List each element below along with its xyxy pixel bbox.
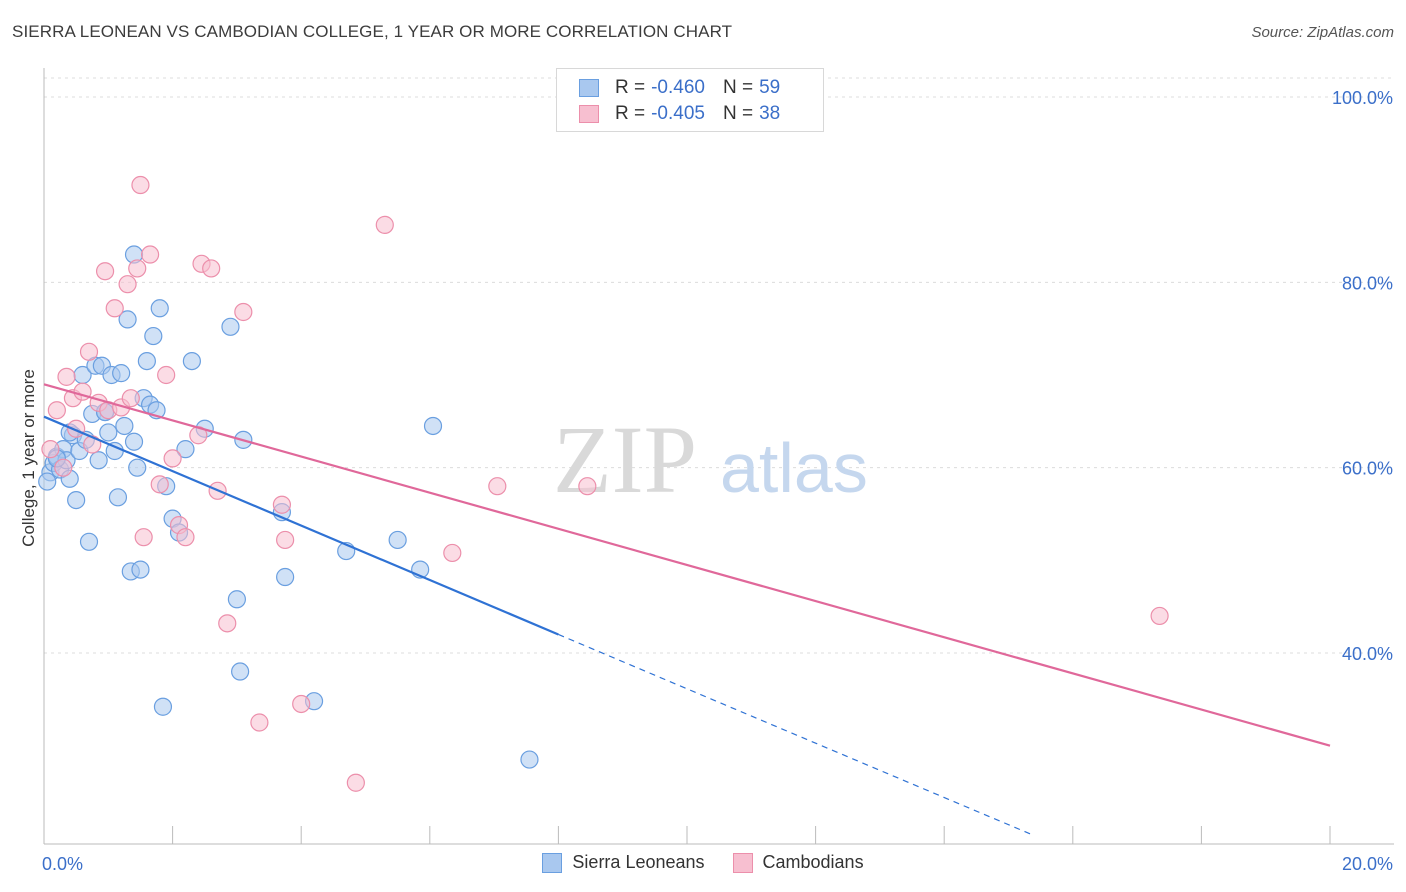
point-cambodian [276,530,295,550]
point-cambodian [346,773,365,792]
watermark-atlas: atlas [720,429,868,507]
point-sierra-leonean [108,488,128,507]
legend-row-cambodians: R = -0.405 N = 38 [579,102,780,126]
legend-r-label: R = [615,103,646,124]
point-cambodian [578,477,597,496]
point-sierra-leonean [221,317,240,336]
x-tick-label: 20.0% [1342,854,1393,874]
point-cambodian [57,367,76,386]
legend-n-value: 59 [759,77,781,98]
point-sierra-leonean [131,560,150,579]
point-sierra-leonean [176,440,195,459]
point-cambodian [79,342,99,361]
point-cambodian [234,302,253,322]
point-sierra-leonean [79,532,99,551]
point-sierra-leonean [67,491,86,510]
point-cambodian [488,477,507,496]
bottom-legend-swatch-blue [542,852,563,873]
point-cambodian [250,713,269,732]
point-sierra-leonean [38,472,57,491]
legend-n-value: 38 [759,103,781,124]
legend-swatch-pink [579,105,599,123]
point-cambodian [163,449,182,468]
chart-title: SIERRA LEONEAN VS CAMBODIAN COLLEGE, 1 Y… [12,22,733,41]
point-cambodian [375,215,394,234]
legend: R = -0.460 N = 59 R = -0.405 N = 38 [556,68,824,132]
bottom-legend-label: Cambodians [762,852,864,872]
point-sierra-leonean [118,310,137,329]
point-sierra-leonean [115,416,134,436]
point-cambodian [443,543,462,563]
data-points [38,175,1169,792]
point-cambodian [47,401,66,420]
point-cambodian [292,694,311,714]
point-sierra-leonean [388,530,407,550]
tick-labels: 40.0% 60.0% 80.0% 100.0% 0.0% 20.0% [42,88,1393,874]
point-sierra-leonean [89,451,108,470]
point-sierra-leonean [137,352,156,371]
point-sierra-leonean [520,750,539,769]
x-tick-label: 0.0% [42,854,83,874]
trend-line-cambodians [43,383,1331,747]
point-cambodian [118,275,137,294]
point-cambodian [272,495,292,514]
point-cambodian [140,245,160,264]
y-tick-label: 40.0% [1342,644,1393,664]
y-tick-label: 60.0% [1342,459,1393,479]
point-cambodian [128,259,147,278]
point-cambodian [150,475,169,494]
legend-swatch-blue [579,79,599,97]
y-tick-label: 80.0% [1342,273,1393,293]
point-cambodian [41,440,60,459]
point-sierra-leonean [128,458,147,477]
bottom-legend: Sierra Leoneans Cambodians [0,852,1406,873]
point-cambodian [121,389,140,408]
point-sierra-leonean [153,697,173,716]
point-sierra-leonean [150,299,169,318]
bottom-legend-swatch-pink [732,852,753,873]
legend-n-label: N = [722,77,754,98]
point-sierra-leonean [227,590,246,609]
point-cambodian [176,528,195,547]
gridlines [44,77,1394,654]
point-cambodian [202,259,221,278]
point-sierra-leonean [112,364,131,383]
point-sierra-leonean [182,352,201,371]
axes [43,68,1394,845]
y-tick-label: 100.0% [1332,88,1393,108]
legend-row-sierra-leoneans: R = -0.460 N = 59 [579,76,780,100]
point-sierra-leonean [124,432,144,451]
point-cambodian [105,299,124,318]
trend-line-sierra-leoneans [43,415,559,636]
point-cambodian [134,528,153,547]
legend-n-label: N = [722,103,754,124]
point-sierra-leonean [423,416,443,436]
point-cambodian [218,614,237,633]
point-sierra-leonean [231,662,250,681]
legend-r-value: -0.405 [651,103,705,124]
point-cambodian [157,365,176,385]
point-sierra-leonean [276,567,295,587]
bottom-legend-item-cambodians[interactable]: Cambodians [732,852,864,873]
legend-r-value: -0.460 [651,77,705,98]
point-cambodian [54,458,73,477]
point-cambodian [1150,606,1169,626]
point-sierra-leonean [99,423,118,442]
trend-line-sierra-leoneans-extension [558,633,1035,837]
legend-r-label: R = [615,77,646,98]
bottom-legend-item-sierra-leoneans[interactable]: Sierra Leoneans [542,852,705,873]
y-axis-label: College, 1 year or more [19,369,38,547]
point-cambodian [95,262,115,281]
bottom-legend-label: Sierra Leoneans [572,852,705,872]
watermark-zip: ZIP [553,406,697,513]
trend-lines [43,383,1331,837]
point-cambodian [131,175,150,195]
source-label: Source: ZipAtlas.com [1251,24,1394,41]
point-sierra-leonean [144,326,163,346]
